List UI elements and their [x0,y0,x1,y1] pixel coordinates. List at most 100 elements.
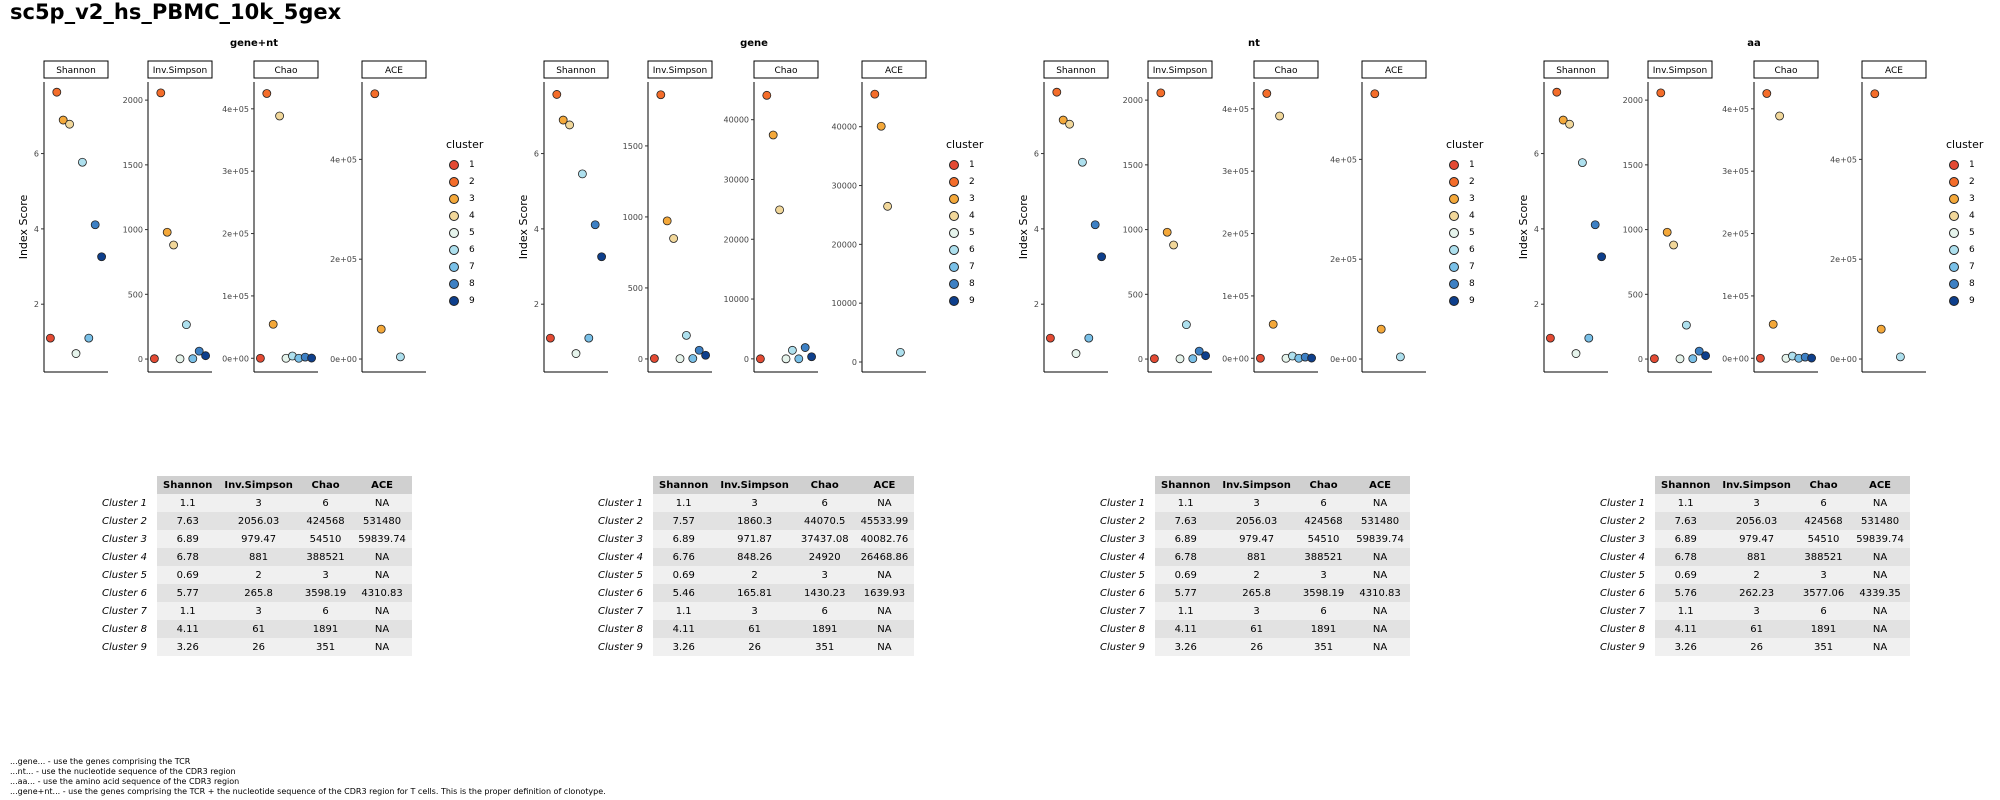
table-cell: 5.46 [653,584,715,602]
facet-strip [1147,60,1213,79]
legend-label: 8 [969,278,975,289]
table-cell: 6.89 [1155,530,1217,548]
header-blank [1594,476,1656,494]
y-tick-label: 1000 [1623,226,1643,235]
data-point-cluster-6 [1895,352,1905,362]
cluster-legend: cluster 1 2 3 4 5 6 7 8 9 [946,138,983,309]
data-point-cluster-4 [169,240,179,250]
row-label: Cluster 7 [1594,602,1656,620]
legend-item: 8 [1446,275,1483,292]
y-tick-label: 1000 [1123,226,1143,235]
legend-swatch [1449,244,1459,255]
data-point-cluster-2 [156,88,166,98]
y-tick-label: 0e+00 [1222,354,1249,363]
column-header: Shannon [653,476,715,494]
data-point-cluster-3 [662,216,672,226]
table-cell: 388521 [1796,548,1851,566]
legend-swatch [949,261,959,272]
legend-item: 4 [1946,207,1983,224]
group-title: gene [740,38,768,49]
table-cell: 1891 [1296,620,1351,638]
facet-label: Chao [774,66,798,76]
table-row: Cluster 6 5.46 165.81 1430.23 1639.93 [592,584,915,602]
y-tick-label: 30000 [832,182,857,191]
y-tick-label: 2 [1534,300,1539,309]
row-label: Cluster 3 [1594,530,1656,548]
data-point-cluster-8 [90,220,100,230]
table-row: Cluster 3 6.89 979.47 54510 59839.74 [96,530,412,548]
legend-swatch [449,210,459,221]
legend-swatch [1949,159,1959,170]
table-cell: 2 [1716,566,1797,584]
summary-table-wrap: Shannon Inv.Simpson Chao ACE Cluster 1 1.1 3 6 N… [96,476,412,656]
data-point-cluster-7 [84,333,94,343]
table-cell: 388521 [1296,548,1351,566]
table-cell: 971.87 [714,530,795,548]
table-row: Cluster 9 3.26 26 351 NA [1094,638,1410,656]
data-point-cluster-5 [675,354,685,364]
legend-swatch [949,159,959,170]
table-cell: 3 [794,566,855,584]
y-tick-label: 20000 [832,240,857,249]
y-tick-label: 2 [1034,300,1039,309]
data-point-cluster-4 [1169,240,1179,250]
table-cell: 531480 [1350,512,1410,530]
row-label: Cluster 2 [1094,512,1156,530]
legend-swatch [1949,244,1959,255]
table-cell: NA [1850,620,1910,638]
table-cell: 351 [1296,638,1351,656]
data-point-cluster-1 [546,333,555,343]
y-tick-label: 2e+05 [1722,230,1749,239]
legend-label: 3 [1469,193,1475,204]
data-point-cluster-9 [97,252,106,262]
legend-swatch [1949,261,1959,272]
table-cell: 3 [1716,494,1797,512]
column-header: Inv.Simpson [714,476,795,494]
table-row: Cluster 7 1.1 3 6 NA [96,602,412,620]
facet-label: Chao [1774,66,1798,76]
table-cell: 881 [1716,548,1797,566]
table-cell: 979.47 [1216,530,1297,548]
y-tick-label: 4 [34,225,39,234]
y-tick-label: 4e+05 [330,155,357,164]
footnote-gene: ...gene... - use the genes comprising th… [10,757,191,766]
table-cell: 26 [1216,638,1297,656]
table-row: Cluster 6 5.77 265.8 3598.19 4310.83 [96,584,412,602]
data-point-cluster-1 [46,333,55,343]
legend-label: 2 [1969,176,1975,187]
column-header: Chao [1796,476,1851,494]
facet-label: Inv.Simpson [1653,66,1707,76]
table-row: Cluster 9 3.26 26 351 NA [96,638,412,656]
column-header: Chao [298,476,353,494]
y-tick-label: 0 [1638,355,1643,364]
data-point-cluster-2 [1762,89,1772,98]
footnote-nt: ...nt... - use the nucleotide sequence o… [10,767,236,776]
data-point-cluster-1 [649,354,659,363]
data-point-cluster-2 [656,90,666,100]
data-point-cluster-7 [188,354,198,364]
table-cell: 59839.74 [352,530,412,548]
legend-item: 4 [1446,207,1483,224]
table-row: Cluster 1 1.1 3 6 NA [1594,494,1910,512]
data-point-cluster-1 [255,353,265,363]
legend-label: 3 [469,193,475,204]
legend-item: 9 [446,292,483,309]
column-header: Chao [794,476,855,494]
table-row: Cluster 1 1.1 3 6 NA [96,494,412,512]
table-cell: 1430.23 [794,584,855,602]
facet-strip [147,60,213,79]
facet-strip [1543,60,1609,79]
row-label: Cluster 1 [1094,494,1156,512]
table-row: Cluster 2 7.63 2056.03 424568 531480 [1094,512,1410,530]
table-cell: NA [1850,602,1910,620]
table-cell: NA [352,638,412,656]
table-cell: 7.63 [1655,512,1717,530]
y-tick-label: 500 [1628,290,1643,299]
table-row: Cluster 2 7.63 2056.03 424568 531480 [96,512,412,530]
facet-strip [647,60,713,79]
facet-strip [753,60,819,79]
table-row: Cluster 7 1.1 3 6 NA [1594,602,1910,620]
legend-label: 2 [969,176,975,187]
table-cell: 3598.19 [1296,584,1351,602]
table-cell: 3 [1796,566,1851,584]
